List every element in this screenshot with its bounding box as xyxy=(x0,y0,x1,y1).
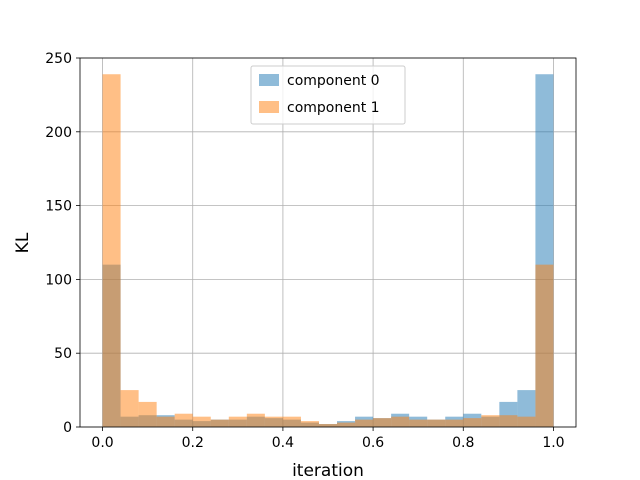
legend-swatch-0 xyxy=(259,74,279,86)
x-tick-label: 0.4 xyxy=(272,435,294,451)
histogram-bar-series-1 xyxy=(355,419,374,427)
x-tick-label: 0.2 xyxy=(182,435,204,451)
x-tick-label: 0.0 xyxy=(91,435,113,451)
histogram-bar-series-1 xyxy=(228,416,247,427)
y-tick-label: 250 xyxy=(45,51,72,67)
y-tick-label: 200 xyxy=(45,125,72,141)
histogram-bar-series-1 xyxy=(120,390,139,427)
histogram-bar-series-1 xyxy=(246,413,265,427)
legend-box xyxy=(250,65,406,125)
y-tick-label: 150 xyxy=(45,199,72,215)
histogram-bar-series-1 xyxy=(409,419,428,427)
histogram-bar-series-1 xyxy=(282,416,301,427)
histogram-bar-series-1 xyxy=(174,413,193,427)
y-tick-label: 0 xyxy=(63,420,72,436)
histogram-bar-series-1 xyxy=(210,419,229,427)
x-axis-label: iteration xyxy=(292,461,364,480)
histogram-bar-series-1 xyxy=(102,74,121,428)
histogram-bar-series-1 xyxy=(300,421,319,427)
histogram-bar-series-1 xyxy=(481,415,500,427)
legend-label-1: component 1 xyxy=(287,100,380,116)
legend: component 0 component 1 xyxy=(250,65,406,125)
histogram-bar-series-1 xyxy=(337,422,356,427)
plot-frame xyxy=(79,57,577,428)
histogram-bar-series-1 xyxy=(445,419,464,427)
y-axis-ticks: 0 50 100 150 200 250 xyxy=(45,51,80,436)
histogram-bar-series-1 xyxy=(535,264,554,427)
histogram-bar-series-1 xyxy=(427,419,446,427)
histogram-bar-series-1 xyxy=(318,424,338,427)
histogram-bar-series-1 xyxy=(517,416,536,427)
y-tick-label: 100 xyxy=(45,272,72,288)
legend-label-0: component 0 xyxy=(287,73,380,89)
y-tick-label: 50 xyxy=(54,346,72,362)
histogram-bar-series-1 xyxy=(192,416,211,427)
histogram-bars xyxy=(102,74,554,428)
x-tick-label: 0.8 xyxy=(452,435,474,451)
histogram-bar-series-1 xyxy=(373,418,392,427)
histogram-bar-series-1 xyxy=(138,401,157,427)
x-tick-label: 1.0 xyxy=(542,435,564,451)
legend-swatch-1 xyxy=(259,101,279,113)
x-tick-label: 0.6 xyxy=(362,435,384,451)
histogram-bar-series-1 xyxy=(499,415,518,427)
x-axis-ticks: 0.0 0.2 0.4 0.6 0.8 1.0 xyxy=(91,427,565,451)
histogram-bar-series-1 xyxy=(463,418,482,427)
y-axis-label: KL xyxy=(13,232,33,253)
histogram-bar-series-1 xyxy=(391,416,410,427)
histogram-bar-series-1 xyxy=(156,416,175,427)
histogram-bar-series-1 xyxy=(264,416,283,427)
